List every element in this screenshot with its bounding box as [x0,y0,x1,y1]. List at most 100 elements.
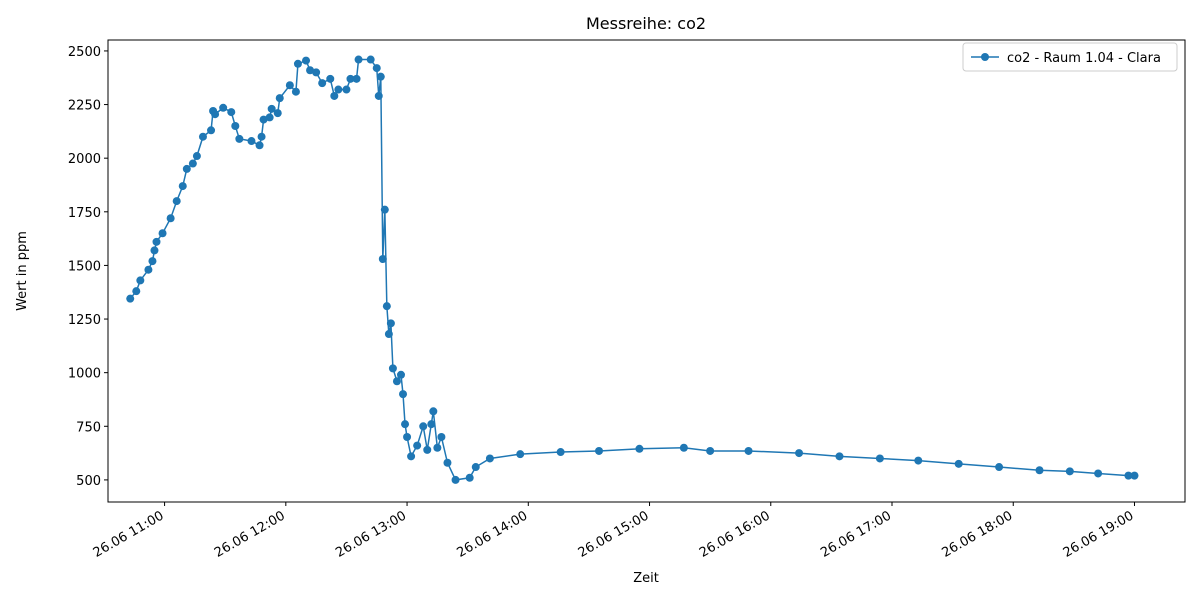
chart-title: Messreihe: co2 [586,14,706,33]
data-point [291,87,300,96]
y-tick-label: 1500 [68,259,101,274]
data-point [132,287,141,296]
data-point [306,66,315,75]
data-point [219,103,228,112]
data-point [401,420,410,429]
data-point [255,141,264,150]
data-point [595,446,604,455]
data-point [273,109,282,118]
x-axis-label: Zeit [633,571,659,586]
data-point [384,330,393,339]
plot-frame [107,39,1186,503]
data-point [259,115,268,124]
data-point [516,450,525,459]
data-point [427,420,436,429]
data-point [1124,471,1133,480]
legend-marker [981,53,989,61]
data-point [285,81,294,90]
data-point [386,319,395,328]
data-point [423,445,432,454]
data-point [275,94,284,103]
data-point [407,452,416,461]
data-point [188,159,197,168]
data-point [178,182,187,191]
data-point [152,237,161,246]
data-point [465,473,474,482]
data-point [378,254,387,263]
data-point [399,390,408,399]
data-point [382,302,391,311]
y-tick-label: 500 [76,474,101,489]
data-point [914,456,923,465]
data-point [875,454,884,463]
data-point [679,443,688,452]
y-tick-label: 2500 [68,45,101,60]
data-point [207,126,216,135]
data-point [744,446,753,455]
data-point [211,110,220,119]
data-point [352,74,361,83]
data-point [231,122,240,131]
data-point [396,370,405,379]
data-point [302,56,311,65]
data-point [443,458,452,467]
data-point [172,197,181,206]
legend: co2 - Raum 1.04 - Clara [962,42,1178,72]
data-point [1065,467,1074,476]
legend-box [962,42,1178,72]
data-point [136,276,145,285]
data-point [954,459,963,468]
data-point [158,229,167,238]
data-point [995,463,1004,472]
data-point [451,475,460,484]
data-point [433,443,442,452]
data-point [376,72,385,81]
data-point [485,454,494,463]
data-point [403,433,412,442]
data-point [312,68,321,77]
data-point [372,64,381,73]
data-point [419,422,428,431]
data-point [247,137,256,146]
data-point [293,59,302,68]
data-point [429,407,438,416]
data-point [326,74,335,83]
data-point [1094,469,1103,478]
data-point [366,55,375,64]
data-point [380,205,389,214]
data-point [413,441,422,450]
data-point [330,91,339,100]
y-axis-label: Wert in ppm [15,231,30,311]
data-point [227,108,236,117]
data-point [182,164,191,173]
data-point [795,449,804,458]
data-point [392,377,401,386]
y-tick-label: 1000 [68,367,101,382]
data-point [471,463,480,472]
data-point [556,448,565,457]
data-point [148,257,157,266]
y-tick-label: 2250 [68,99,101,114]
data-point [265,113,274,122]
data-point [334,85,343,94]
y-tick-label: 1250 [68,313,101,328]
data-point [144,265,153,274]
y-tick-label: 750 [76,420,101,435]
y-tick-label: 1750 [68,206,101,221]
data-point [192,152,201,161]
data-point [235,134,244,143]
data-point [635,444,644,453]
data-point [835,452,844,461]
data-point [318,79,327,88]
data-point [374,91,383,100]
data-point [706,446,715,455]
data-point [150,246,159,255]
data-point [126,294,135,303]
data-point [1035,466,1044,475]
legend-label: co2 - Raum 1.04 - Clara [1007,51,1161,66]
data-point [1130,471,1139,480]
data-point [267,104,276,113]
y-tick-label: 2000 [68,152,101,167]
